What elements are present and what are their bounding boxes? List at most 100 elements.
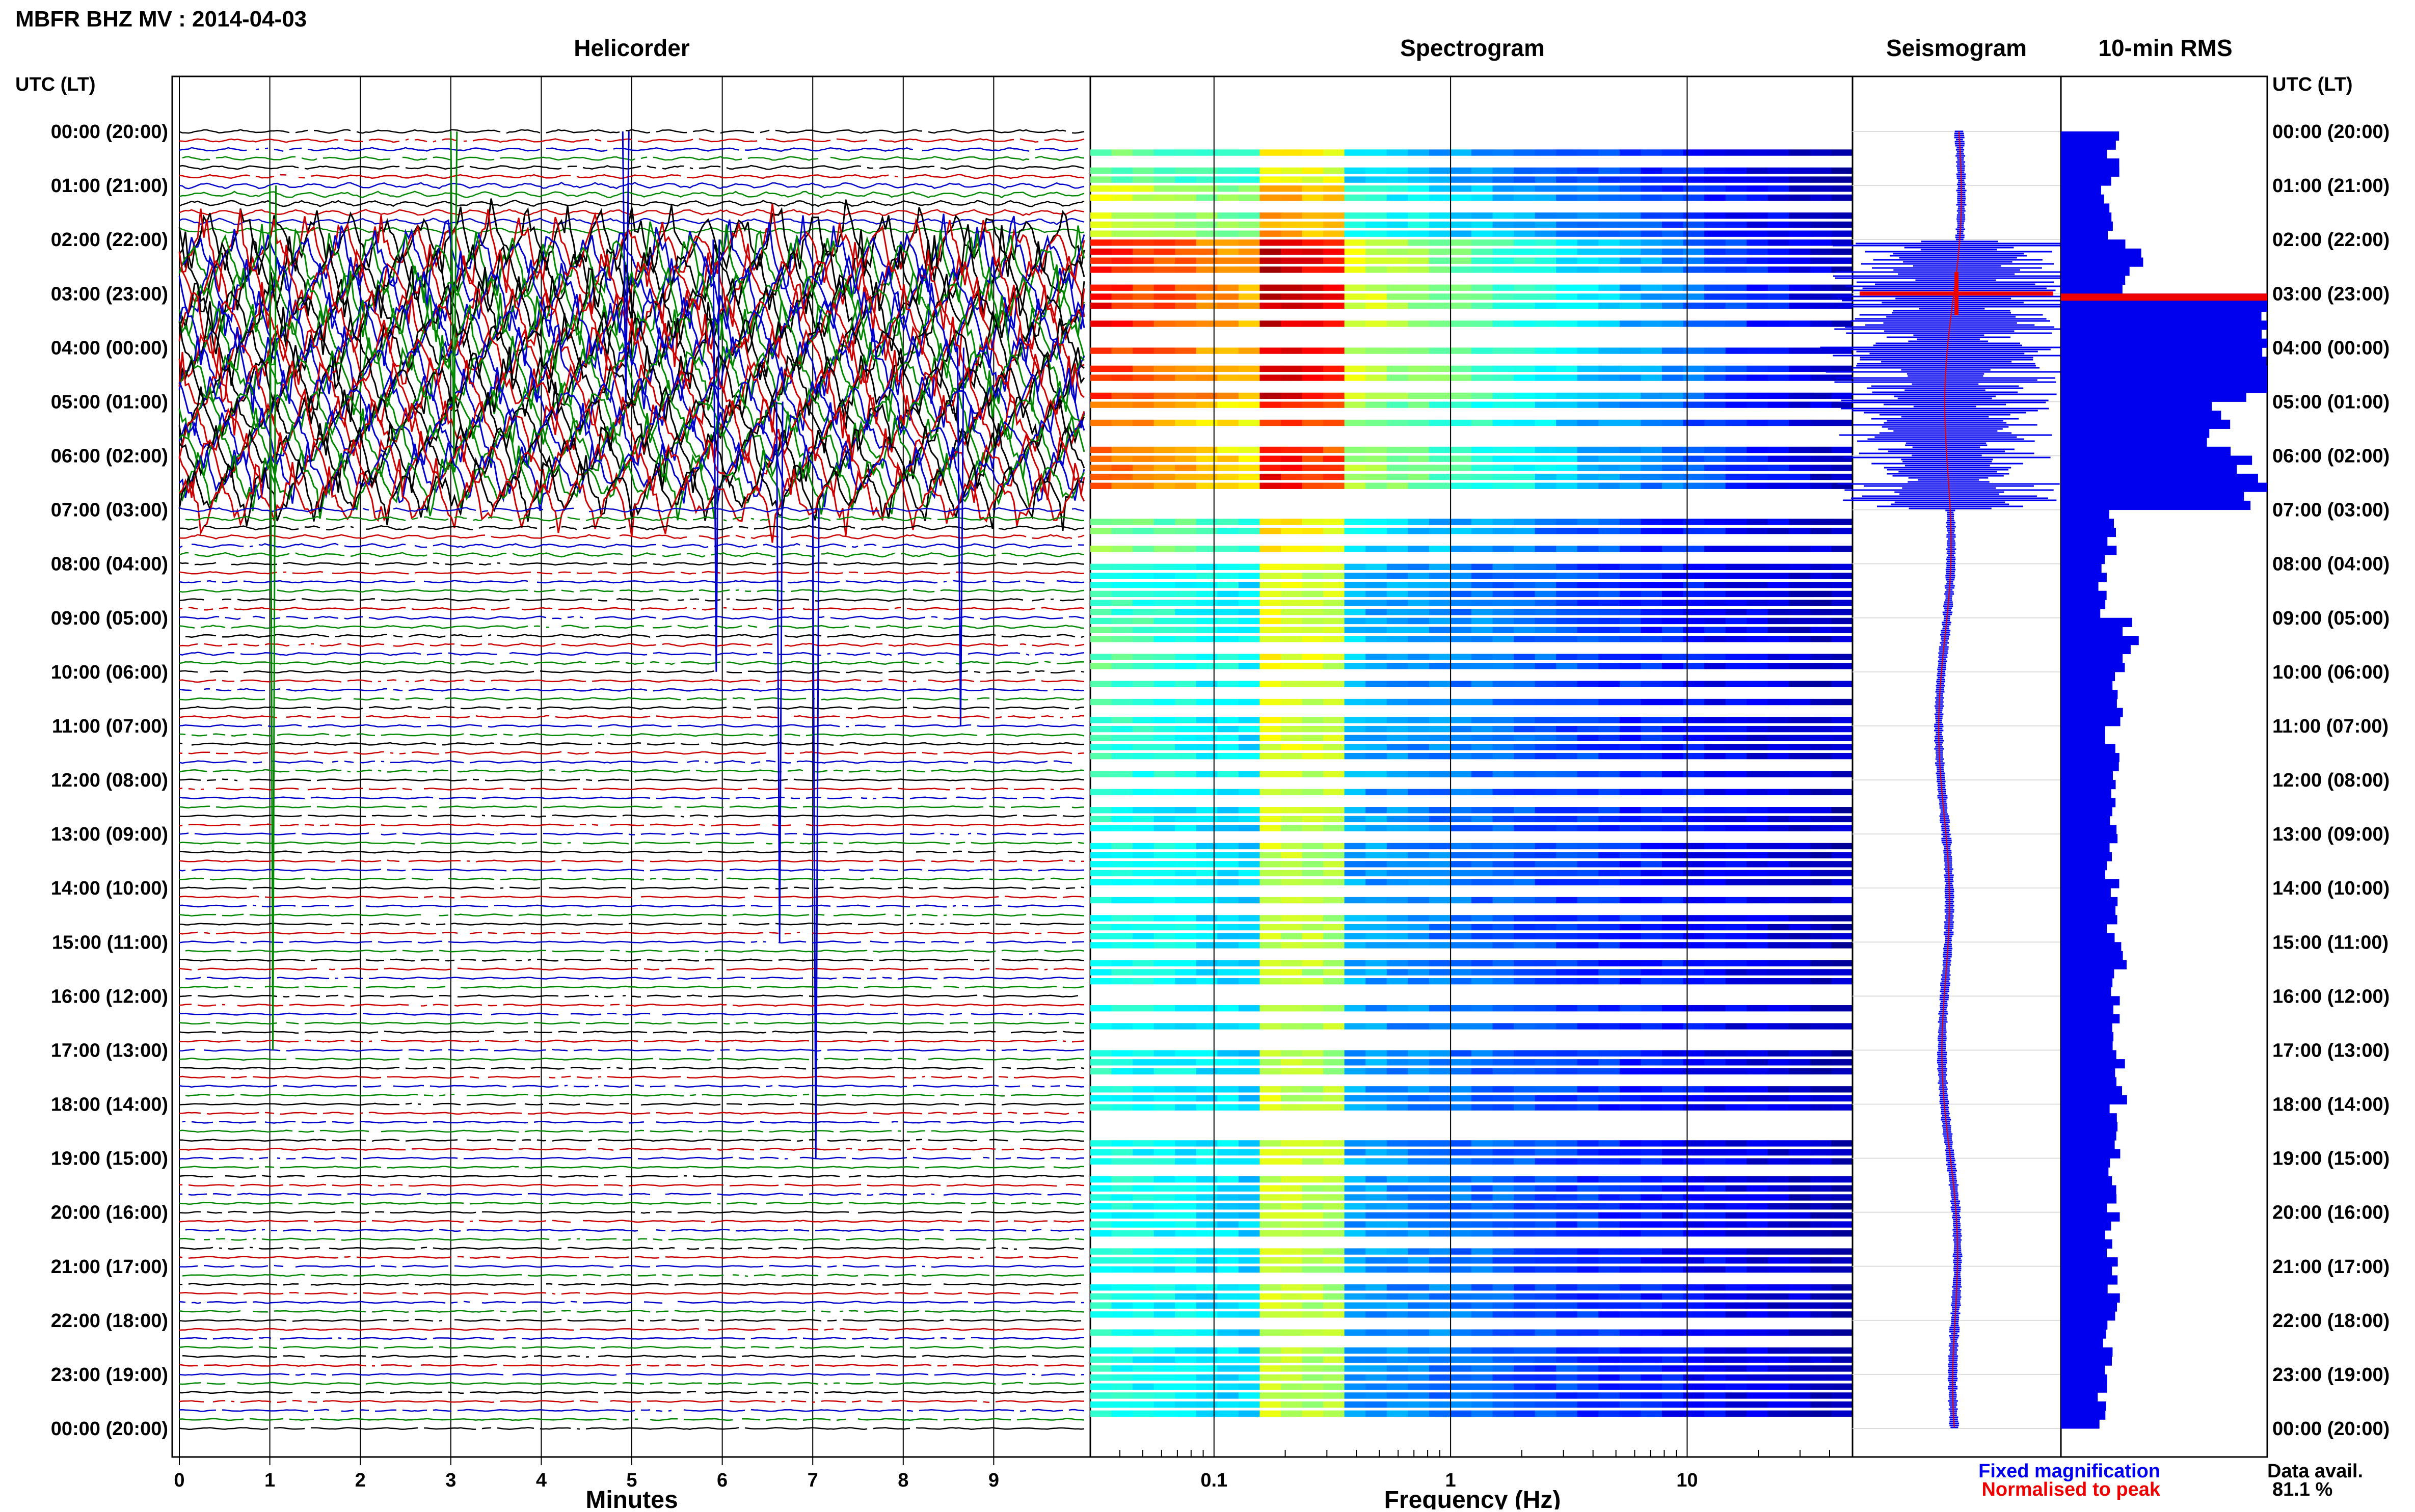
- spectrogram-cell: [1408, 374, 1430, 381]
- spectrogram-cell: [1090, 617, 1112, 625]
- spectrogram-cell: [1767, 1230, 1789, 1237]
- spectrogram-cell: [1704, 446, 1726, 453]
- spectrogram-cell: [1577, 744, 1599, 750]
- spectrogram-cell: [1704, 654, 1726, 660]
- spectrogram-cell: [1619, 257, 1641, 264]
- spectrogram-cell: [1704, 752, 1726, 760]
- spectrogram-cell: [1619, 167, 1641, 174]
- spectrogram-cell: [1747, 1257, 1768, 1264]
- spectrogram-cell: [1238, 1104, 1260, 1111]
- spectrogram-cell: [1683, 1374, 1705, 1381]
- spectrogram-cell: [1662, 1401, 1684, 1408]
- spectrogram-cell: [1323, 221, 1345, 228]
- spectrogram-cell: [1641, 1248, 1662, 1255]
- time-tick-left: 15:00 (11:00): [52, 932, 168, 953]
- spectrogram-cell: [1323, 915, 1345, 922]
- spectrogram-cell: [1492, 1203, 1514, 1210]
- spectrogram-cell: [1133, 527, 1155, 534]
- spectrogram-cell: [1619, 176, 1641, 183]
- rms-bar: [2061, 401, 2212, 411]
- helicorder-trace: [179, 1337, 1085, 1340]
- spectrogram-cell: [1408, 861, 1430, 868]
- spectrogram-cell: [1556, 1356, 1578, 1363]
- spectrogram-cell: [1683, 573, 1705, 579]
- helicorder-trace: [178, 324, 1085, 414]
- spectrogram-cell: [1259, 942, 1281, 949]
- spectrogram-cell: [1471, 617, 1493, 625]
- spectrogram-cell: [1323, 1185, 1345, 1192]
- spectrogram-cell: [1556, 1095, 1578, 1102]
- helicorder-trace: [179, 688, 1085, 692]
- spectrogram-xtick-label: 0.1: [1200, 1470, 1227, 1491]
- spectrogram-cell: [1386, 1302, 1408, 1309]
- spectrogram-cell: [1450, 843, 1472, 850]
- spectrogram-cell: [1111, 636, 1133, 642]
- spectrogram-cell: [1619, 771, 1641, 777]
- spectrogram-cell: [1323, 752, 1345, 760]
- spectrogram-cell: [1767, 1266, 1789, 1273]
- spectrogram-cell: [1810, 1212, 1832, 1219]
- spectrogram-cell: [1747, 194, 1768, 201]
- spectrogram-cell: [1450, 825, 1472, 831]
- spectrogram-cell: [1598, 681, 1620, 687]
- spectrogram-cell: [1323, 419, 1345, 426]
- spectrogram-cell: [1344, 446, 1366, 453]
- spectrogram-cell: [1344, 176, 1366, 183]
- spectrogram-cell: [1090, 609, 1112, 615]
- helicorder-trace: [179, 1085, 1085, 1088]
- spectrogram-cell: [1471, 546, 1493, 552]
- spectrogram-cell: [1471, 1230, 1493, 1237]
- spectrogram-cell: [1281, 1023, 1303, 1030]
- spectrogram-cell: [1408, 1203, 1430, 1210]
- spectrogram-cell: [1662, 590, 1684, 598]
- spectrogram-cell: [1789, 1347, 1811, 1354]
- spectrogram-cell: [1133, 257, 1155, 264]
- spectrogram-cell: [1429, 861, 1451, 868]
- spectrogram-cell: [1259, 374, 1281, 381]
- spectrogram-cell: [1090, 1149, 1112, 1156]
- spectrogram-cell: [1662, 284, 1684, 291]
- spectrogram-cell: [1704, 239, 1726, 246]
- spectrogram-cell: [1238, 582, 1260, 588]
- spectrogram-cell: [1619, 870, 1641, 877]
- spectrogram-cell: [1175, 969, 1197, 976]
- spectrogram-cell: [1641, 609, 1662, 615]
- spectrogram-cell: [1450, 446, 1472, 453]
- spectrogram-cell: [1704, 1284, 1726, 1291]
- spectrogram-cell: [1767, 681, 1789, 687]
- spectrogram-cell: [1789, 482, 1811, 489]
- spectrogram-cell: [1767, 582, 1789, 588]
- helicorder-trace: [179, 1237, 1085, 1241]
- spectrogram-cell: [1535, 960, 1557, 966]
- spectrogram-cell: [1492, 401, 1514, 408]
- spectrogram-cell: [1619, 735, 1641, 741]
- spectrogram-cell: [1302, 1230, 1324, 1237]
- spectrogram-cell: [1153, 482, 1175, 489]
- spectrogram-cell: [1704, 149, 1726, 156]
- spectrogram-cell: [1767, 1401, 1789, 1408]
- spectrogram-cell: [1662, 789, 1684, 796]
- spectrogram-cell: [1810, 149, 1832, 156]
- spectrogram-cell: [1281, 284, 1303, 291]
- spectrogram-cell: [1450, 212, 1472, 219]
- spectrogram-cell: [1471, 861, 1493, 868]
- spectrogram-cell: [1471, 302, 1493, 309]
- spectrogram-cell: [1196, 1365, 1218, 1372]
- spectrogram-cell: [1386, 546, 1408, 552]
- spectrogram-cell: [1641, 636, 1662, 642]
- spectrogram-cell: [1810, 527, 1832, 534]
- spectrogram-cell: [1683, 1284, 1705, 1291]
- spectrogram-cell: [1577, 519, 1599, 525]
- spectrogram-cell: [1747, 1095, 1768, 1102]
- spectrogram-cell: [1217, 915, 1239, 922]
- spectrogram-cell: [1683, 915, 1705, 922]
- spectrogram-cell: [1598, 221, 1620, 228]
- spectrogram-cell: [1619, 1050, 1641, 1057]
- spectrogram-cell: [1196, 1095, 1218, 1102]
- spectrogram-cell: [1386, 942, 1408, 949]
- spectrogram-cell: [1492, 347, 1514, 354]
- spectrogram-cell: [1492, 365, 1514, 372]
- spectrogram-cell: [1725, 1149, 1747, 1156]
- spectrogram-cell: [1619, 681, 1641, 687]
- spectrogram-cell: [1831, 960, 1853, 966]
